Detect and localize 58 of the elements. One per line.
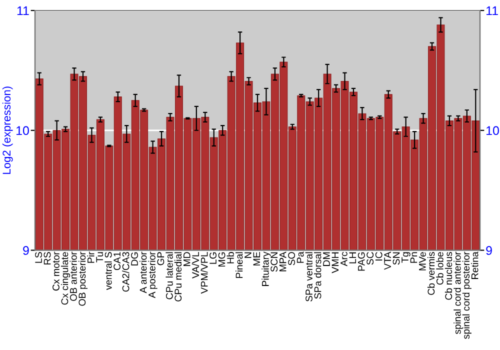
x-tick-label: OB anterior bbox=[70, 252, 77, 301]
x-tick-label: A posterior bbox=[148, 252, 158, 298]
x-tick-label: MD bbox=[184, 252, 190, 266]
x-tick-label: Retina bbox=[471, 252, 478, 279]
x-tick-label: MVe bbox=[419, 252, 426, 270]
x-tick-label: Cx cingulate bbox=[61, 252, 70, 305]
x-tick-label: LS bbox=[35, 252, 42, 263]
x-tick-label: CPu lateral bbox=[166, 252, 173, 300]
x-tick-label: Pineal bbox=[236, 252, 243, 278]
x-tick-label: Cx motor bbox=[52, 252, 60, 291]
x-tick-label: DM bbox=[323, 252, 330, 266]
x-tick-label: OB posterior bbox=[78, 252, 88, 306]
x-tick-label: SO bbox=[288, 252, 296, 266]
x-tick-label: Arc bbox=[340, 252, 348, 266]
x-tick-label: Tu bbox=[96, 252, 104, 262]
x-tick-label: Cb vermis bbox=[427, 252, 435, 295]
x-tick-label: A anterior bbox=[140, 252, 147, 294]
x-tick-label: VTA bbox=[384, 252, 391, 270]
y-axis-title: Log2 (expression) bbox=[2, 86, 13, 174]
x-tick-label: N bbox=[244, 252, 252, 258]
x-tick-label: Pituitary bbox=[262, 252, 271, 286]
x-tick-label: MG bbox=[218, 252, 226, 266]
x-tick-label: Cb lobe bbox=[436, 252, 444, 285]
x-tick-label: VPM/VPL bbox=[200, 252, 208, 294]
x-tick-label: RS bbox=[44, 252, 51, 264]
x-tick-label: DG bbox=[131, 252, 138, 266]
y-tick-label: 9 bbox=[23, 246, 29, 255]
x-tick-label: GP bbox=[157, 252, 164, 266]
x-tick-label: Hb bbox=[226, 252, 234, 264]
x-tick-label: CA2/CA3 bbox=[122, 252, 130, 292]
y2-tick-label: 11 bbox=[486, 6, 498, 16]
x-tick-label: SN bbox=[392, 252, 400, 265]
x-tick-label: Tg bbox=[402, 252, 410, 263]
x-tick-label: PAG bbox=[358, 252, 365, 271]
y2-tick-label: 9 bbox=[486, 246, 492, 255]
x-tick-label: spinal cord anterior bbox=[454, 252, 463, 334]
x-tick-label: LH bbox=[349, 252, 356, 264]
x-tick-label: spinal cord posterior bbox=[462, 252, 472, 339]
x-tick-label: Pir bbox=[87, 252, 94, 263]
x-tick-label: SC bbox=[366, 252, 374, 265]
x-tick-label: IC bbox=[375, 252, 382, 260]
x-tick-label: SCN bbox=[270, 252, 278, 272]
x-tick-label: LG bbox=[210, 252, 216, 264]
y-tick-label: 10 bbox=[16, 126, 29, 136]
x-tick-label: ME bbox=[253, 252, 260, 266]
x-tick-label: MPA bbox=[280, 252, 286, 272]
x-tick-label: Pa bbox=[296, 252, 304, 263]
x-tick-label: SPa dorsal bbox=[314, 252, 322, 299]
x-tick-label: SPa ventral bbox=[305, 252, 312, 302]
x-tick-label: CPu medial bbox=[174, 252, 182, 302]
y-tick-label: 11 bbox=[17, 6, 29, 16]
x-tick-label: VA/VL bbox=[192, 252, 200, 278]
x-tick-label: VMH bbox=[332, 252, 339, 274]
x-tick-label: ventral S bbox=[104, 252, 112, 290]
x-tick-label: Cb nucleus bbox=[444, 252, 452, 300]
x-tick-label: CA1 bbox=[114, 252, 120, 270]
x-tick-label: Pn bbox=[410, 252, 418, 263]
y2-tick-label: 10 bbox=[486, 126, 499, 136]
